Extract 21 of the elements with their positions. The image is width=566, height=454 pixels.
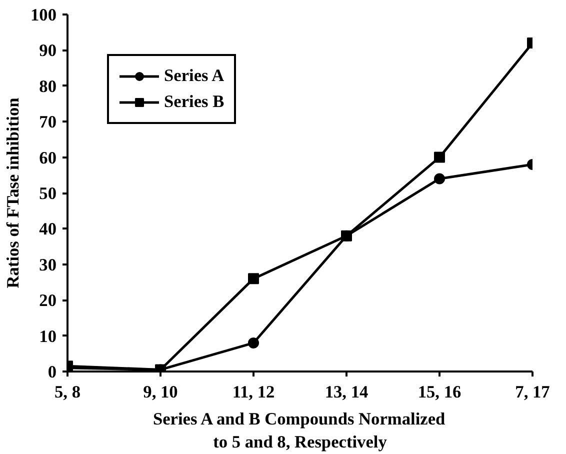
y-tick-label: 60: [39, 148, 56, 168]
legend-label: Series A: [164, 66, 224, 86]
y-tick-label: 0: [48, 362, 57, 382]
y-tick-label: 70: [39, 112, 56, 132]
y-tick-label: 90: [39, 41, 56, 60]
x-tick-label: 7, 17: [515, 382, 550, 402]
x-tick-label: 9, 10: [143, 382, 178, 402]
x-tick-label: 5, 8: [54, 382, 81, 402]
legend-label: Series B: [164, 92, 224, 112]
x-tick-label: 15, 16: [418, 382, 462, 402]
x-tick-label: 11, 12: [232, 382, 275, 402]
y-tick-label: 80: [39, 76, 56, 96]
y-axis-title: Ratios of FTase inhibition: [4, 97, 23, 288]
y-tick-label: 30: [39, 255, 56, 274]
y-tick-label: 20: [39, 291, 56, 310]
x-tick-label: 13, 14: [324, 382, 368, 402]
x-axis-title: Series A and B Compounds Normalized to 5 and 8, Respectively: [152, 410, 446, 452]
y-tick-label: 40: [39, 220, 56, 239]
y-tick-label: 10: [39, 326, 56, 346]
y-tick-label: 100: [30, 6, 57, 24]
y-tick-label: 50: [39, 184, 56, 203]
